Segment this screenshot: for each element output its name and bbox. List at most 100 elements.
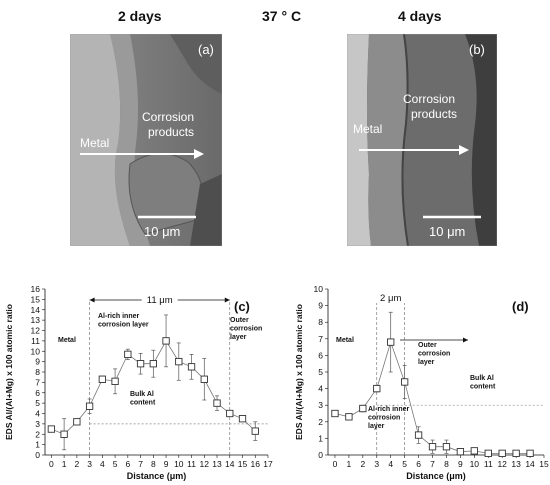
chart-c-x-tick-label-17: 17 <box>263 459 273 469</box>
corrosion-label-a-1: Corrosion <box>142 110 195 124</box>
chart-d-data-point-10 <box>470 447 478 455</box>
chart-c-y-tick-label-12: 12 <box>31 326 41 336</box>
chart-d-y-tick-label-5: 5 <box>318 367 323 377</box>
chart-d-bracket-label-bg <box>372 291 409 303</box>
chart-c-bracket-head-right <box>224 297 230 303</box>
chart-d-annotation-inner-2: layer <box>368 423 385 430</box>
chart-c-annotation-inner-0: Al-rich inner <box>98 313 140 320</box>
chart-c-x-tick-label-8: 8 <box>151 459 156 469</box>
chart-d-data-point-9 <box>456 448 465 456</box>
chart-d-data-point-3 <box>373 384 381 393</box>
chart-c-data-point-3 <box>85 402 94 410</box>
chart-c-y-tick-label-1: 1 <box>35 440 40 450</box>
corrosion-label-b-2: products <box>411 107 458 121</box>
chart-c-annotation-outer-1: corrosion <box>230 326 262 333</box>
chart-c-annotation-bulk-1: content <box>130 400 156 407</box>
chart-d-data-point-4 <box>387 338 395 346</box>
chart-d-data-point-7 <box>428 443 437 451</box>
chart-c: 0 1 2 3 4 5 6 7 8 9 10 11 12 13 14 15 16 1701234567891011… <box>4 284 273 481</box>
chart-c-bracket-label: 11 μm <box>147 295 173 306</box>
chart-d-x-tick-label-4: 4 <box>388 459 393 469</box>
chart-d-y-tick-label-10: 10 <box>314 284 324 294</box>
chart-c-x-tick-label-0: 0 <box>49 459 54 469</box>
chart-d-x-tick-label-14: 14 <box>525 459 535 469</box>
chart-c-y-tick-label-16: 16 <box>31 284 41 294</box>
chart-c-y-tick-label-4: 4 <box>35 409 40 419</box>
header-4-days: 4 days <box>398 8 442 24</box>
chart-c-x-tick-label-6: 6 <box>125 459 130 469</box>
chart-d-annotation-outer-2: layer <box>418 359 435 366</box>
metal-label-b: Metal <box>353 122 383 136</box>
chart-d-x-tick-label-5: 5 <box>402 459 407 469</box>
scale-bar-label-a: 10 μm <box>144 224 181 239</box>
corrosion-label-a-2: products <box>148 125 195 139</box>
chart-c-x-tick-label-4: 4 <box>100 459 105 469</box>
chart-d-annotation-bulk-1: content <box>470 384 496 391</box>
chart-d-data-point-14 <box>526 449 534 457</box>
chart-c-y-tick-label-11: 11 <box>31 336 40 346</box>
micrograph-b-image <box>347 34 497 246</box>
chart-d-x-tick-label-1: 1 <box>347 459 352 469</box>
panel-label-a: (a) <box>198 42 214 57</box>
chart-c-annotation-metal: Metal <box>58 337 76 344</box>
chart-c-x-tick-label-7: 7 <box>138 459 143 469</box>
chart-d-data-point-2 <box>359 404 367 413</box>
chart-c-data-point-4 <box>98 375 106 383</box>
chart-c-annotation-outer-2: layer <box>230 334 247 341</box>
chart-d-x-tick-label-10: 10 <box>470 459 480 469</box>
chart-d-x-tick-label-13: 13 <box>511 459 521 469</box>
chart-c-x-tick-label-14: 14 <box>225 459 235 469</box>
chart-c-annotation-bulk-0: Bulk Al <box>130 391 154 398</box>
chart-d-x-tick-label-8: 8 <box>444 459 449 469</box>
chart-c-data-point-2 <box>73 418 81 426</box>
chart-d-y-tick-label-9: 9 <box>318 301 323 311</box>
chart-c-x-tick-label-9: 9 <box>164 459 169 469</box>
chart-c-x-tick-label-13: 13 <box>212 459 222 469</box>
chart-d-data-point-11 <box>484 449 492 457</box>
chart-c-data-point-11 <box>187 363 196 371</box>
chart-d-x-tick-label-3: 3 <box>374 459 379 469</box>
metal-label-a: Metal <box>80 136 110 150</box>
chart-d-data-point-6 <box>414 431 423 439</box>
micrograph-a-image <box>70 34 222 246</box>
chart-d-x-tick-label-9: 9 <box>458 459 463 469</box>
chart-c-y-tick-label-7: 7 <box>35 377 40 387</box>
chart-d-panel-label: (d) <box>512 299 529 314</box>
chart-c-y-tick-label-14: 14 <box>31 305 41 315</box>
chart-d-data-point-1 <box>345 413 353 421</box>
chart-d-data-point-12 <box>498 449 506 457</box>
chart-c-data-point-10 <box>175 357 183 366</box>
chart-d-annotation-outer-0: Outer <box>418 342 437 349</box>
chart-d-y-tick-label-7: 7 <box>318 334 323 344</box>
chart-c-y-tick-label-5: 5 <box>35 398 40 408</box>
chart-c-x-tick-label-12: 12 <box>200 459 210 469</box>
chart-c-annotation-inner-1: corrosion layer <box>98 322 149 329</box>
chart-d-x-tick-label-12: 12 <box>497 459 507 469</box>
micrograph-b: (b) Corrosion products Metal 10 μm <box>347 34 497 246</box>
chart-d-x-axis-label: Distance (μm) <box>406 471 466 481</box>
chart-d-y-axis-label: EDS Al/(Al+Mg) x 100 atomic ratio <box>294 304 304 440</box>
chart-d-data-point-8 <box>442 443 451 451</box>
chart-d-y-tick-label-4: 4 <box>318 384 323 394</box>
chart-c-x-tick-label-10: 10 <box>174 459 184 469</box>
chart-c-y-tick-label-3: 3 <box>35 419 40 429</box>
chart-c-y-tick-label-13: 13 <box>31 315 41 325</box>
chart-d-x-tick-label-7: 7 <box>430 459 435 469</box>
chart-c-panel-label: (c) <box>234 299 250 314</box>
scale-bar-label-b: 10 μm <box>429 224 466 239</box>
chart-d-x-tick-label-11: 11 <box>484 459 493 469</box>
chart-d-y-tick-label-3: 3 <box>318 400 323 410</box>
chart-d-y-tick-label-0: 0 <box>318 450 323 460</box>
chart-c-x-tick-label-3: 3 <box>87 459 92 469</box>
chart-c-data-point-7 <box>136 360 145 368</box>
chart-d-bracket-label: 2 μm <box>380 293 401 304</box>
chart-c-x-tick-label-11: 11 <box>187 459 196 469</box>
chart-d-x-tick-label-6: 6 <box>416 459 421 469</box>
chart-c-data-point-12 <box>200 375 208 383</box>
chart-c-y-tick-label-15: 15 <box>31 294 41 304</box>
chart-d-data-point-0 <box>331 409 339 418</box>
chart-d-x-tick-label-2: 2 <box>360 459 365 469</box>
chart-d-annotation-inner-0: Al-rich inner <box>368 406 410 413</box>
chart-d: 0 1 2 3 4 5 6 7 8 9 10 11 12 13 14 15012345678910Distan… <box>294 284 549 481</box>
chart-c-y-tick-label-8: 8 <box>35 367 40 377</box>
